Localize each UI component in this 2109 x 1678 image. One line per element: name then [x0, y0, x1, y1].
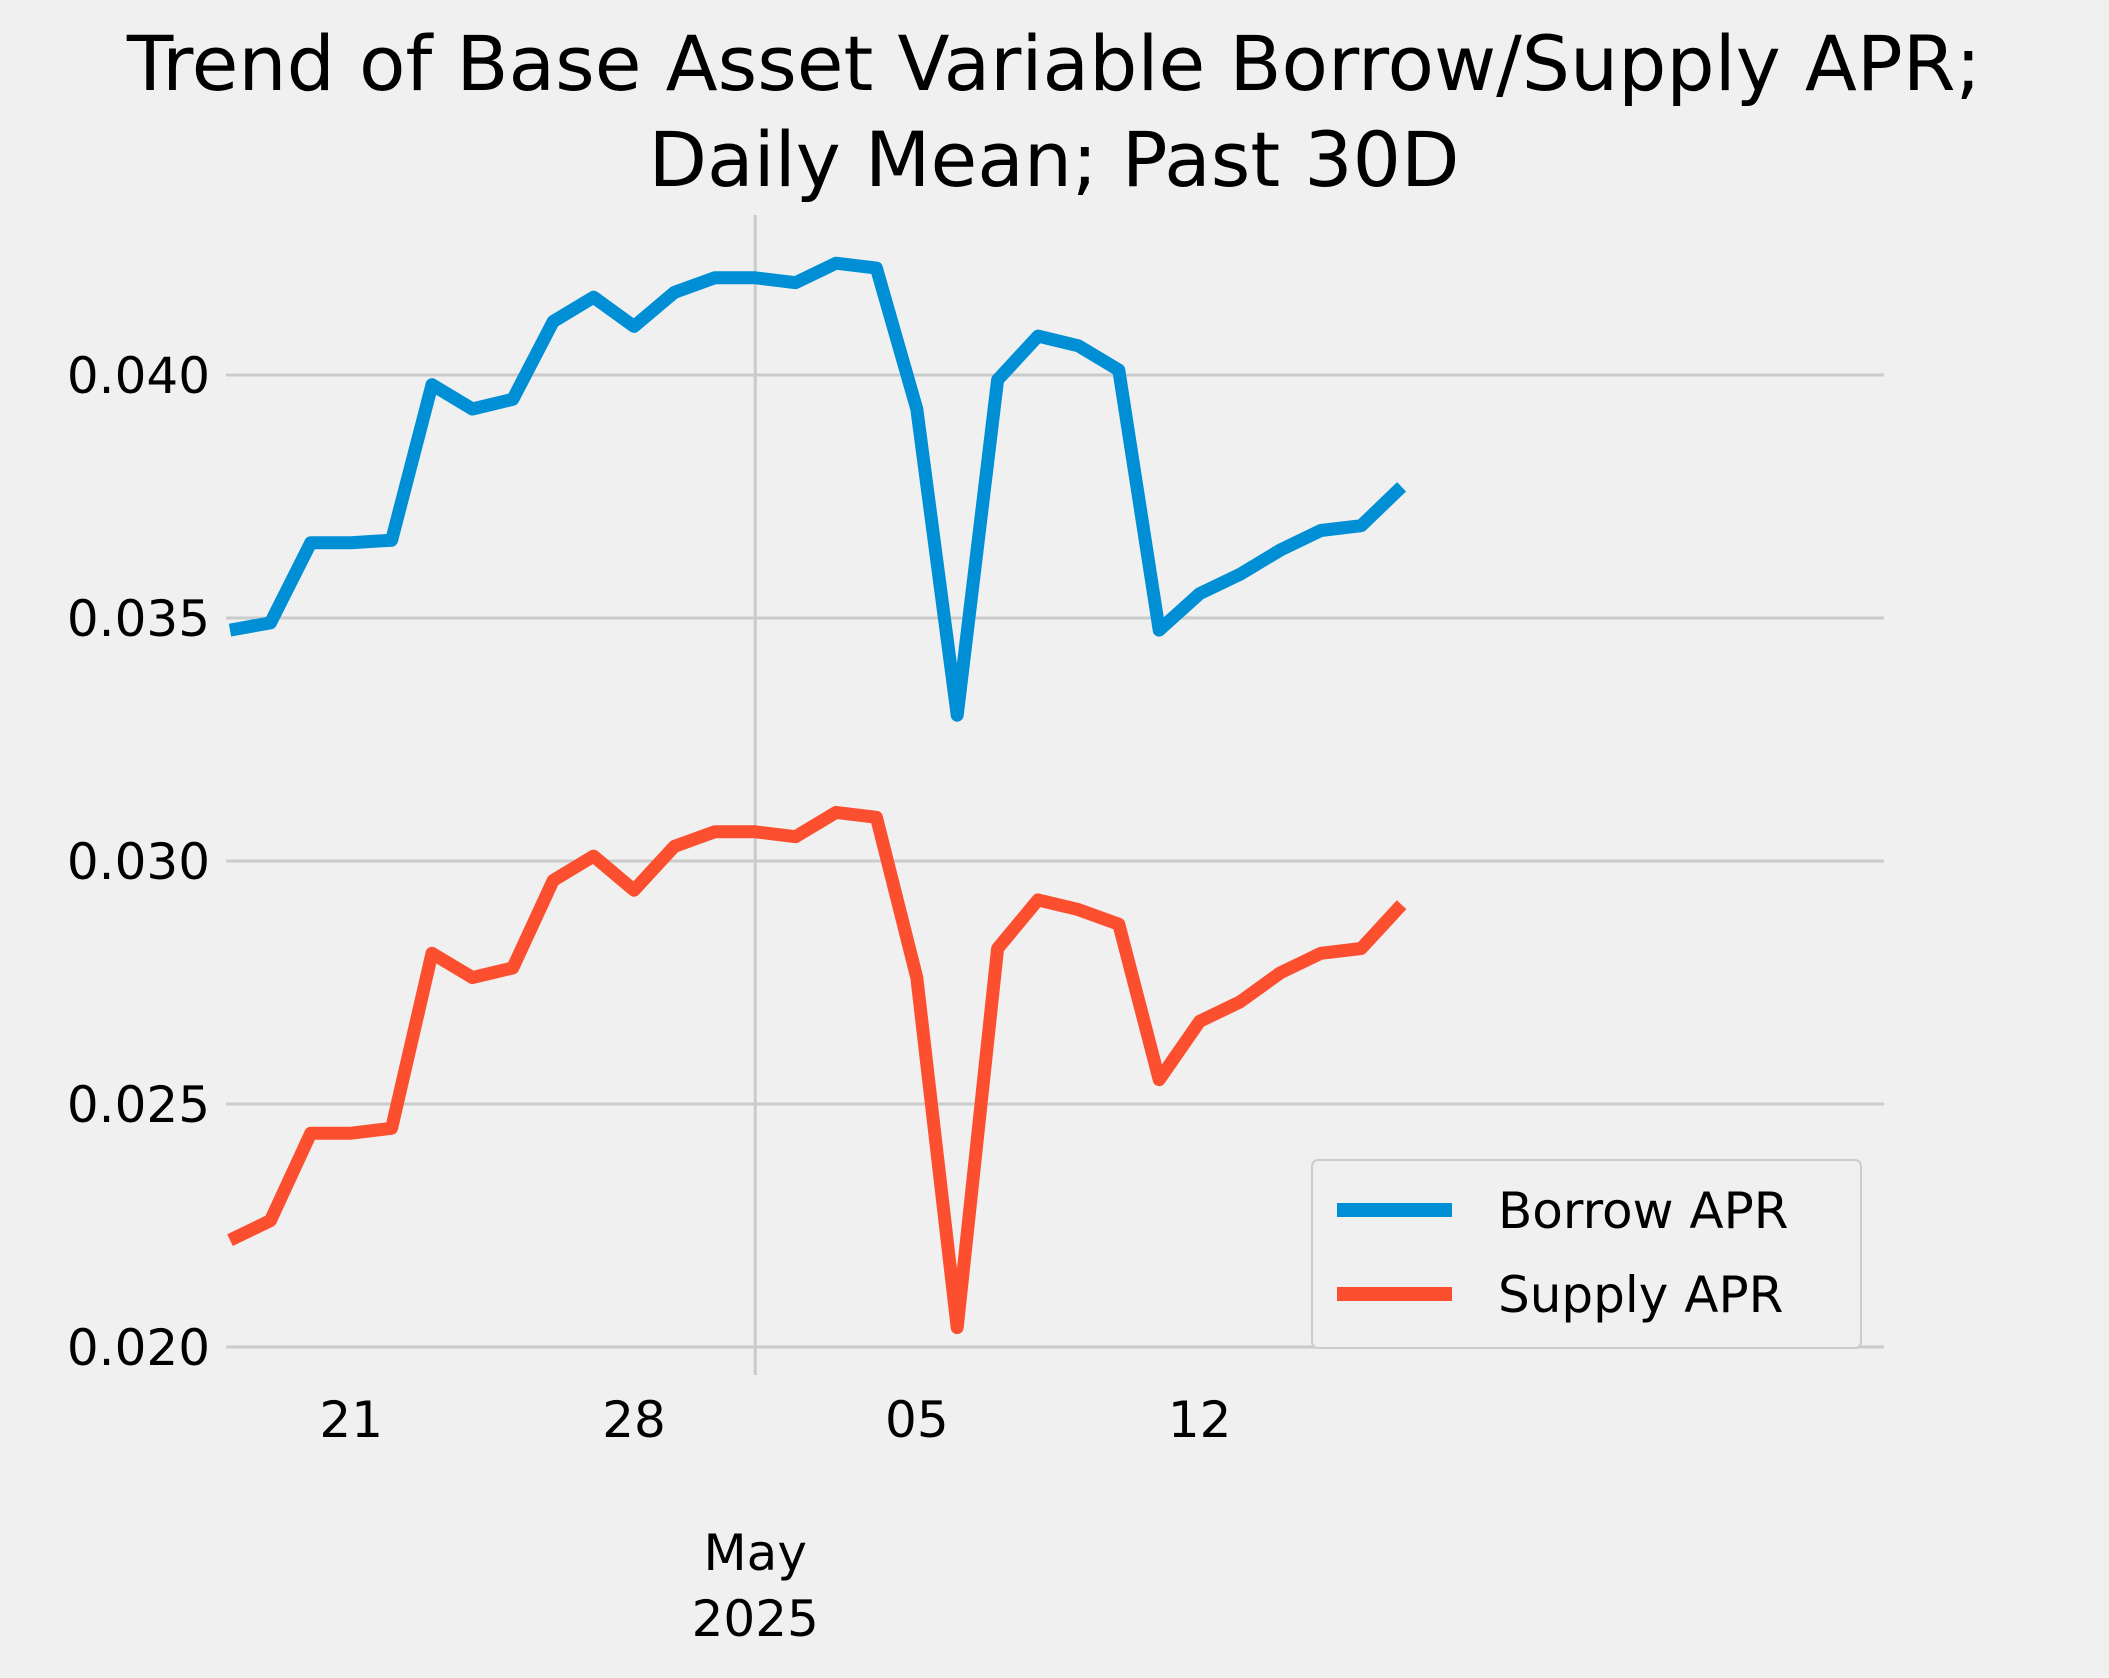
y-tick-label: 0.040	[67, 347, 210, 405]
y-tick-label: 0.035	[67, 590, 210, 648]
y-axis: 0.020 0.025 0.030 0.035 0.040	[67, 347, 210, 1377]
chart-subtitle: Daily Mean; Past 30D	[648, 115, 1459, 204]
x-month-label: May	[704, 1524, 807, 1582]
x-axis: 21 28 05 12 May 2025	[319, 1391, 1231, 1648]
y-tick-label: 0.025	[67, 1076, 210, 1134]
x-tick-label: 12	[1168, 1391, 1232, 1449]
x-tick-label: 28	[602, 1391, 666, 1449]
legend-label-borrow-apr: Borrow APR	[1498, 1182, 1789, 1240]
legend: Borrow APR Supply APR	[1311, 1159, 1862, 1349]
chart-title: Trend of Base Asset Variable Borrow/Supp…	[126, 19, 1981, 108]
y-tick-label: 0.020	[67, 1319, 210, 1377]
series-line-supply-apr	[227, 805, 1407, 1335]
series-line-borrow-apr	[228, 256, 1407, 722]
x-tick-label: 05	[885, 1391, 949, 1449]
series-lines	[227, 256, 1407, 1335]
x-tick-label: 21	[319, 1391, 383, 1449]
legend-label-supply-apr: Supply APR	[1498, 1266, 1783, 1324]
x-year-label: 2025	[692, 1590, 819, 1648]
y-tick-label: 0.030	[67, 833, 210, 891]
